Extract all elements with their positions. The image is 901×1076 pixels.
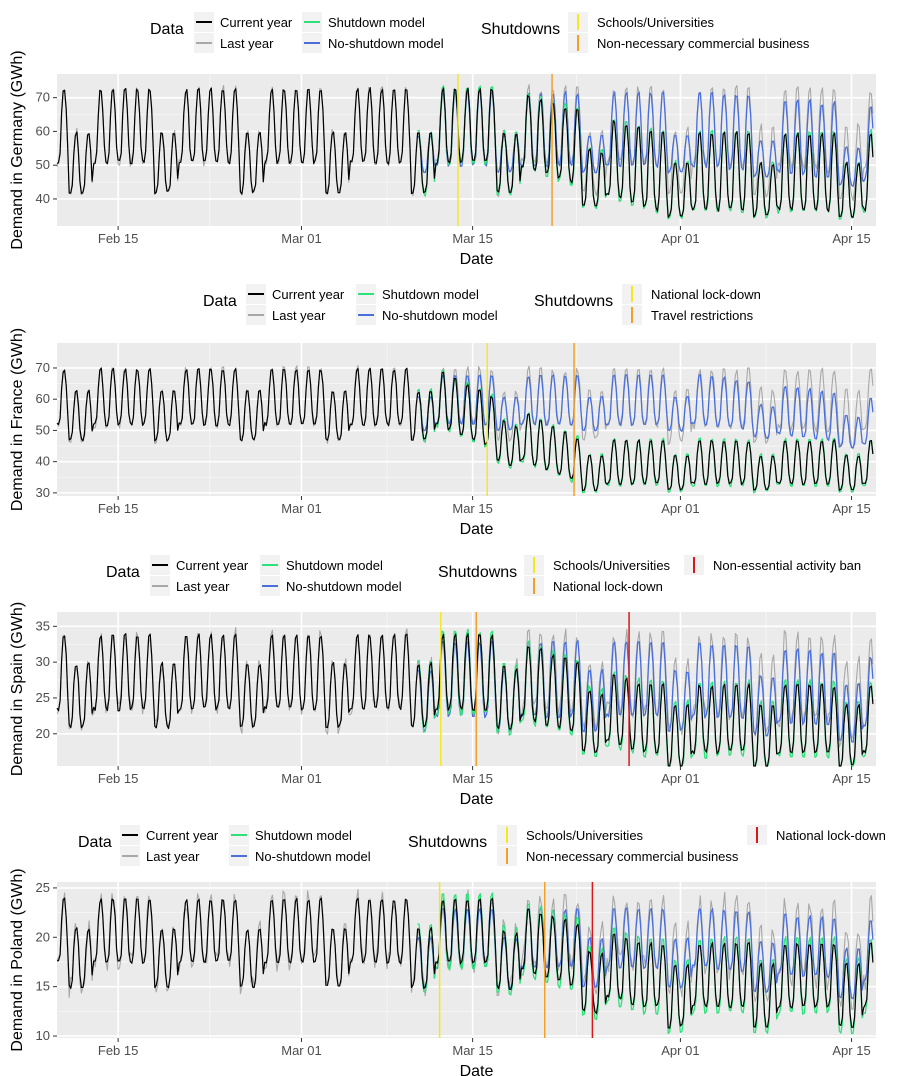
y-tick-label: 20 [36, 726, 50, 741]
legend-label-no-shutdown-model: No-shutdown model [255, 849, 371, 864]
y-tick-label: 30 [36, 485, 50, 500]
series-no-shutdown-model [417, 373, 874, 449]
legend-label-last-year: Last year [272, 308, 326, 323]
y-axis-title: Demand in Poland (GWh) [9, 868, 26, 1051]
legend-label-shutdown-0: National lock-down [651, 287, 761, 302]
x-tick-label: Mar 15 [452, 501, 492, 516]
x-tick-label: Apr 15 [832, 501, 870, 516]
legend-label-last-year: Last year [220, 36, 274, 51]
y-tick-label: 10 [36, 1028, 50, 1043]
y-tick-label: 40 [36, 454, 50, 469]
y-tick-label: 20 [36, 929, 50, 944]
x-tick-label: Feb 15 [98, 501, 138, 516]
x-tick-label: Feb 15 [98, 771, 138, 786]
series-current-year [56, 897, 874, 1029]
y-tick-label: 70 [36, 90, 50, 105]
y-tick-label: 35 [36, 618, 50, 633]
legend: Data Current year Last year Shutdown model N… [78, 825, 886, 866]
legend-label-current-year: Current year [146, 828, 219, 843]
x-tick-label: Apr 15 [832, 771, 870, 786]
y-tick-label: 60 [36, 391, 50, 406]
legend-label-current-year: Current year [220, 15, 293, 30]
y-tick-label: 40 [36, 191, 50, 206]
legend-label-no-shutdown-model: No-shutdown model [286, 579, 402, 594]
x-tick-label: Mar 01 [281, 231, 321, 246]
y-tick-label: 25 [36, 880, 50, 895]
legend-label-shutdown-model: Shutdown model [286, 558, 383, 573]
legend-label-shutdown-1: Non-necessary commercial business [597, 36, 810, 51]
series-current-year [56, 367, 874, 492]
y-tick-label: 60 [36, 123, 50, 138]
legend-data-title: Data [150, 21, 184, 38]
x-tick-label: Mar 01 [281, 501, 321, 516]
y-tick-label: 50 [36, 157, 50, 172]
y-axis-title: Demand in France (GWh) [9, 328, 26, 511]
x-axis-title: Date [460, 791, 494, 808]
legend-label-shutdown-model: Shutdown model [382, 287, 479, 302]
panel-france: Data Current year Last year Shutdown model N… [9, 284, 876, 538]
x-axis-title: Date [460, 1063, 494, 1076]
legend-label-shutdown-1: National lock-down [553, 579, 663, 594]
x-axis-title: Date [460, 251, 494, 268]
legend-label-shutdown-model: Shutdown model [255, 828, 352, 843]
y-tick-label: 25 [36, 690, 50, 705]
y-tick-label: 15 [36, 979, 50, 994]
legend-shutdowns-title: Shutdowns [534, 293, 613, 310]
legend-label-shutdown-1: Non-necessary commercial business [526, 849, 739, 864]
legend-data-title: Data [78, 834, 112, 851]
x-tick-label: Apr 01 [661, 231, 699, 246]
legend: Data Current year Last year Shutdown model N… [150, 12, 810, 53]
legend-label-shutdown-0: Schools/Universities [526, 828, 644, 843]
legend-shutdowns-title: Shutdowns [481, 21, 560, 38]
legend-label-shutdown-model: Shutdown model [328, 15, 425, 30]
legend-label-shutdown-1: Travel restrictions [651, 308, 754, 323]
legend-shutdowns-title: Shutdowns [438, 564, 517, 581]
panel-spain: Data Current year Last year Shutdown model N… [9, 555, 876, 808]
legend-data-title: Data [106, 564, 140, 581]
legend-label-shutdown-0: Schools/Universities [597, 15, 715, 30]
x-tick-label: Mar 15 [452, 1043, 492, 1058]
legend-label-shutdown-0: Schools/Universities [553, 558, 671, 573]
legend-label-last-year: Last year [176, 579, 230, 594]
x-tick-label: Mar 01 [281, 771, 321, 786]
legend-label-shutdown-2: Non-essential activity ban [713, 558, 861, 573]
x-tick-label: Apr 01 [661, 771, 699, 786]
x-tick-label: Apr 01 [661, 501, 699, 516]
y-tick-label: 30 [36, 654, 50, 669]
x-tick-label: Apr 01 [661, 1043, 699, 1058]
series-current-year [56, 87, 874, 218]
x-axis-title: Date [460, 521, 494, 538]
x-tick-label: Feb 15 [98, 1043, 138, 1058]
legend-label-no-shutdown-model: No-shutdown model [328, 36, 444, 51]
legend-label-current-year: Current year [176, 558, 249, 573]
series-current-year [56, 633, 874, 767]
x-tick-label: Apr 15 [832, 231, 870, 246]
legend-label-current-year: Current year [272, 287, 345, 302]
panel-germany: Data Current year Last year Shutdown model N… [9, 12, 876, 268]
legend-label-shutdown-2: National lock-down [776, 828, 886, 843]
y-axis-title: Demand in Germany (GWh) [9, 50, 26, 249]
y-tick-label: 70 [36, 360, 50, 375]
x-tick-label: Feb 15 [98, 231, 138, 246]
x-tick-label: Mar 15 [452, 771, 492, 786]
legend: Data Current year Last year Shutdown model N… [106, 555, 861, 596]
legend-label-no-shutdown-model: No-shutdown model [382, 308, 498, 323]
x-tick-label: Mar 15 [452, 231, 492, 246]
y-tick-label: 50 [36, 422, 50, 437]
legend: Data Current year Last year Shutdown model N… [203, 284, 761, 325]
plot-panel [57, 343, 876, 496]
y-axis-title: Demand in Spain (GWh) [9, 602, 26, 776]
legend-data-title: Data [203, 293, 237, 310]
legend-shutdowns-title: Shutdowns [408, 834, 487, 851]
x-tick-label: Mar 01 [281, 1043, 321, 1058]
x-tick-label: Apr 15 [832, 1043, 870, 1058]
panel-poland: Data Current year Last year Shutdown model N… [9, 825, 886, 1076]
legend-label-last-year: Last year [146, 849, 200, 864]
